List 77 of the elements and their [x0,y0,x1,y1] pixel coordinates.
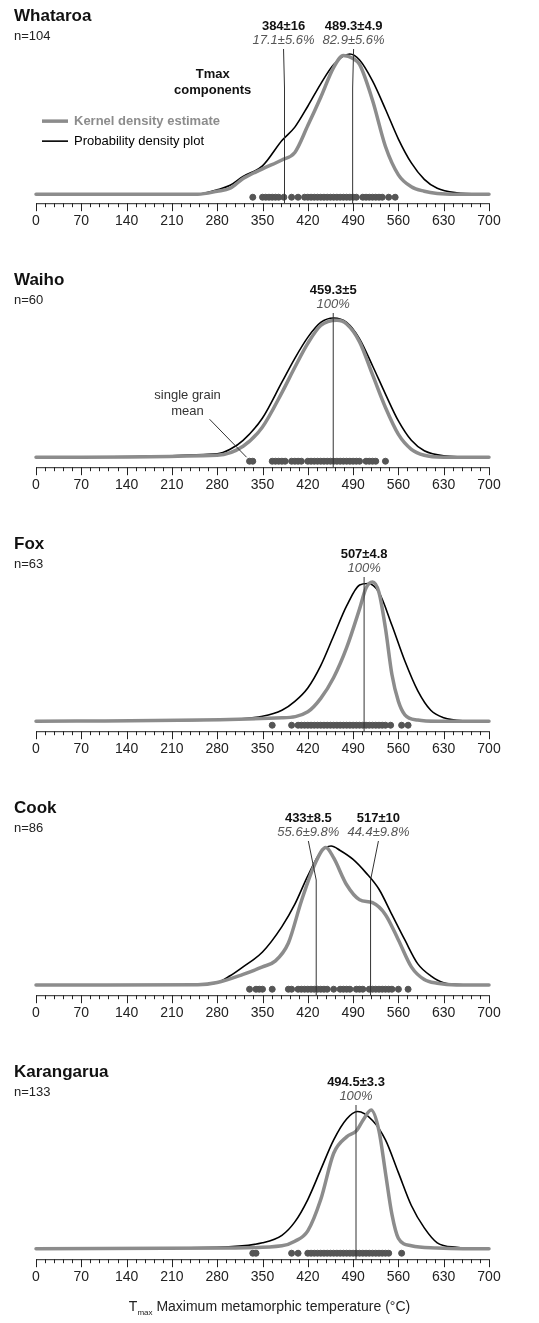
chart-title: Karangarua [14,1062,109,1082]
x-tick-label: 630 [432,212,456,229]
x-tick-label: 420 [296,212,320,229]
chart-subtitle: n=133 [14,1084,51,1099]
x-tick-label: 210 [160,1004,184,1021]
x-tick-label: 280 [205,740,230,757]
legend-label: Kernel density estimate [74,112,220,128]
x-tick-label: 490 [341,476,365,493]
x-tick-label: 350 [250,740,275,757]
chart-title: Fox [14,534,45,554]
x-tick-label: 630 [432,1004,456,1021]
x-tick-label: 350 [250,1268,275,1285]
x-tick-label: 0 [32,740,41,757]
x-tick-label: 560 [386,1268,411,1285]
ref-line-label: 507±4.8 100% [340,546,388,575]
x-tick-label: 280 [205,1268,230,1285]
x-tick-label: 560 [386,740,411,757]
x-tick-label: 280 [205,212,230,229]
x-tick-label: 420 [296,476,320,493]
chart-title: Whataroa [14,6,92,26]
x-tick-label: 70 [73,1004,90,1021]
x-tick-label: 70 [73,1268,90,1285]
x-tick-label: 700 [477,476,501,493]
x-tick-label: 210 [160,1268,184,1285]
x-tick-label: 700 [477,1268,501,1285]
legend-label: Probability density plot [74,132,205,148]
x-tick-label: 630 [432,740,456,757]
chart-subtitle: n=104 [14,28,51,43]
ref-line-label: 384±16 17.1±5.6% [252,18,315,47]
x-axis-title: T$_{max}$ Maximum metamorphic temperature (°C) [127,1298,412,1317]
x-tick-label: 700 [477,740,501,757]
x-tick-label: 0 [32,212,41,229]
x-tick-label: 210 [160,476,184,493]
x-tick-label: 70 [73,740,90,757]
x-tick-label: 630 [432,476,456,493]
x-tick-label: 490 [341,212,365,229]
x-tick-label: 560 [386,1004,411,1021]
x-tick-label: 280 [205,476,230,493]
x-tick-label: 70 [73,476,90,493]
x-tick-label: 140 [114,476,139,493]
annotation: single grain mean [154,387,221,419]
x-tick-label: 560 [386,212,411,229]
x-tick-label: 490 [341,1268,365,1285]
ref-line-label: 433±8.5 55.6±9.8% [277,810,340,839]
ref-line-label: 459.3±5 100% [309,282,357,311]
chart-title: Waiho [14,270,65,290]
x-tick-label: 0 [32,1268,41,1285]
chart-subtitle: n=60 [14,292,44,307]
annotation: Tmax components [174,66,252,97]
x-tick-label: 0 [32,1004,41,1021]
x-tick-label: 210 [160,212,184,229]
ref-line-label: 494.5±3.3 100% [327,1074,385,1103]
x-tick-label: 560 [386,476,411,493]
x-tick-label: 140 [114,1268,139,1285]
x-tick-label: 700 [477,212,501,229]
x-tick-label: 0 [32,476,41,493]
x-tick-label: 420 [296,740,320,757]
chart-title: Cook [14,798,57,818]
x-tick-label: 490 [341,740,365,757]
x-tick-label: 420 [296,1268,320,1285]
x-tick-label: 700 [477,1004,501,1021]
x-tick-label: 420 [296,1004,320,1021]
x-tick-label: 350 [250,212,275,229]
x-tick-label: 630 [432,1268,456,1285]
x-tick-label: 70 [73,212,90,229]
ref-line-label: 489.3±4.9 82.9±5.6% [322,18,385,47]
x-tick-label: 280 [205,1004,230,1021]
x-tick-label: 490 [341,1004,365,1021]
x-tick-label: 350 [250,476,275,493]
ref-line-label: 517±10 44.4±9.8% [347,810,410,839]
x-tick-label: 140 [114,740,139,757]
x-tick-label: 210 [160,740,184,757]
chart-subtitle: n=63 [14,556,44,571]
x-tick-label: 140 [114,212,139,229]
x-tick-label: 140 [114,1004,139,1021]
x-tick-label: 350 [250,1004,275,1021]
chart-subtitle: n=86 [14,820,44,835]
